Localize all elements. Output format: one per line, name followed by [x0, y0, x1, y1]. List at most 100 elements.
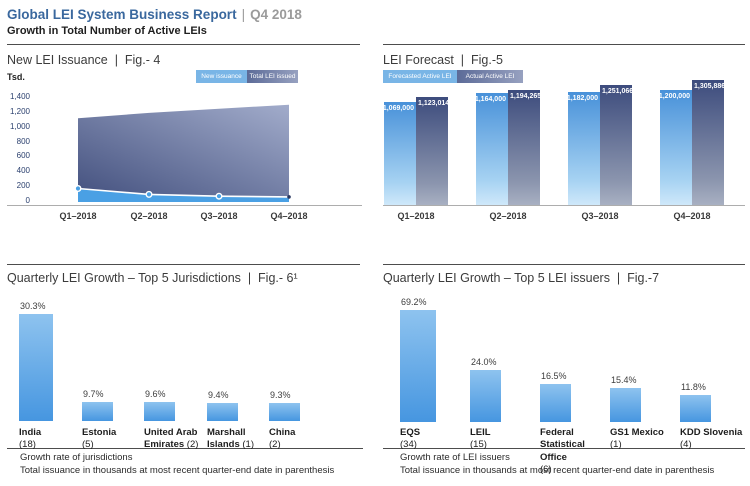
forecasted-bar-value: 1,182,000 — [566, 95, 598, 102]
actual-bar-value: 1,194,265 — [510, 93, 542, 100]
divider-mid-right — [383, 264, 745, 265]
growth-bar — [540, 384, 571, 422]
category-count: (4) — [680, 439, 692, 451]
y-tick-label: 800 — [16, 136, 30, 146]
percent-label: 9.3% — [270, 390, 291, 400]
legend-total-lei-issued: Total LEI issued — [247, 70, 298, 83]
percent-label: 69.2% — [401, 297, 427, 307]
section-title-fig4: New LEI Issuance | Fig.- 4 — [7, 53, 161, 67]
category-label: GS1 Mexico (1) — [610, 427, 678, 452]
divider-top-left — [7, 44, 360, 45]
x-tick-label: Q1–2018 — [59, 211, 97, 221]
x-tick-label: Q3–2018 — [200, 211, 238, 221]
y-tick-label: 1,400 — [9, 92, 30, 102]
x-tick-label: Q2–2018 — [130, 211, 168, 221]
area-chart-svg — [74, 104, 291, 202]
fig6-footnote-1: Growth rate of jurisdictions — [20, 452, 133, 463]
forecasted-bar — [476, 93, 508, 205]
category-label: KDD Slovenia (4) — [680, 427, 748, 452]
forecasted-bar — [660, 90, 692, 205]
growth-bar — [470, 370, 501, 422]
growth-bar — [144, 402, 175, 421]
category-label: LEIL (15) — [470, 427, 538, 452]
growth-bar — [19, 314, 53, 421]
legend-new-issuance: New issuance — [196, 70, 247, 83]
percent-label: 9.7% — [83, 389, 104, 399]
fig7-footnote-2: Total issuance in thousands at most rece… — [400, 465, 715, 476]
percent-label: 9.6% — [145, 389, 166, 399]
legend-forecasted-active-lei: Forecasted Active LEI — [383, 70, 457, 83]
divider-foot-left — [7, 448, 363, 449]
percent-label: 30.3% — [20, 301, 46, 311]
actual-bar-value: 1,123,014 — [418, 100, 450, 107]
actual-bar-value: 1,251,066 — [602, 88, 634, 95]
category-label: Marshall Islands (1) — [207, 427, 269, 452]
category-name: Statistical Office — [540, 439, 585, 463]
percent-label: 24.0% — [471, 357, 497, 367]
page-header: Global LEI System Business Report | Q4 201… — [7, 6, 302, 24]
fig4-area-chart — [7, 95, 363, 206]
actual-bar — [600, 85, 632, 205]
category-name: Federal — [540, 427, 574, 438]
category-count: (34) — [400, 439, 417, 451]
x-tick-label: Q1–2018 — [397, 211, 435, 221]
divider-top-right — [383, 44, 745, 45]
growth-bar — [680, 395, 711, 422]
x-tick-label: Q4–2018 — [673, 211, 711, 221]
category-label: Federal Statistical Office (6) — [540, 427, 608, 476]
marker-dot — [74, 184, 82, 192]
category-count: (1) — [239, 439, 254, 451]
percent-label: 11.8% — [681, 382, 706, 392]
category-name: United Arab — [144, 427, 198, 438]
page-subtitle: Growth in Total Number of Active LEIs — [7, 25, 207, 37]
category-name: LEIL — [470, 427, 491, 438]
percent-label: 9.4% — [208, 390, 229, 400]
category-count: (2) — [184, 439, 199, 451]
forecasted-bar-value: 1,164,000 — [474, 96, 506, 103]
category-name: Islands — [207, 439, 240, 451]
y-tick-label: 1,200 — [9, 107, 30, 117]
section-title-fig7: Quarterly LEI Growth – Top 5 LEI issuers… — [383, 271, 660, 285]
category-name: EQS — [400, 427, 421, 438]
fig5-x-axis — [383, 205, 745, 206]
forecasted-bar-value: 1,069,000 — [382, 105, 414, 112]
fig4-unit-label: Tsd. — [7, 72, 25, 82]
divider-foot-right — [383, 448, 745, 449]
y-tick-label: 600 — [16, 151, 30, 161]
marker-dot — [145, 190, 153, 198]
category-name: Estonia — [82, 427, 117, 438]
page-title: Global LEI System Business Report — [7, 7, 237, 22]
fig4-x-axis — [7, 205, 362, 206]
category-label: Estonia (5) — [82, 427, 144, 452]
category-name: China — [269, 427, 296, 438]
legend-actual-active-lei: Actual Active LEI — [457, 70, 523, 83]
x-tick-label: Q3–2018 — [581, 211, 619, 221]
category-name: GS1 Mexico — [610, 427, 664, 438]
marker-dot — [287, 195, 291, 199]
marker-dot — [215, 192, 223, 200]
y-tick-label: 1,000 — [9, 121, 30, 131]
category-count: (1) — [610, 439, 622, 451]
category-name: Emirates — [144, 439, 185, 451]
fig6-footnote-2: Total issuance in thousands at most rece… — [20, 465, 335, 476]
title-separator: | — [241, 7, 246, 22]
actual-bar — [692, 80, 724, 205]
y-tick-label: 0 — [25, 195, 30, 205]
category-count: (2) — [269, 439, 281, 451]
x-tick-label: Q2–2018 — [489, 211, 527, 221]
growth-bar — [82, 402, 113, 421]
y-tick-label: 400 — [16, 166, 30, 176]
growth-bar — [400, 310, 436, 422]
growth-bar — [610, 388, 641, 422]
category-count: (6) — [540, 464, 552, 476]
category-name: Marshall — [207, 427, 246, 438]
category-name: India — [19, 427, 42, 438]
category-label: China (2) — [269, 427, 331, 452]
actual-bar — [416, 97, 448, 205]
forecasted-bar — [568, 92, 600, 205]
y-tick-label: 200 — [16, 180, 30, 190]
percent-label: 15.4% — [611, 375, 637, 385]
category-name: KDD Slovenia — [680, 427, 743, 438]
category-label: EQS (34) — [400, 427, 468, 452]
